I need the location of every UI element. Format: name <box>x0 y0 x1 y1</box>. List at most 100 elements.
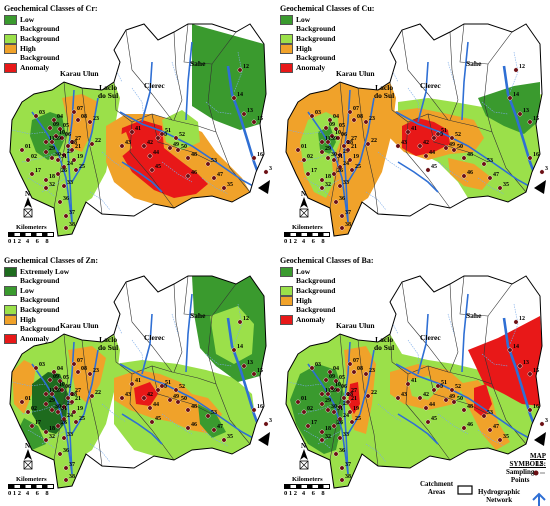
sampling-point <box>309 113 315 119</box>
sampling-point-label: 12 <box>519 316 525 322</box>
catchment-boundary <box>459 24 513 65</box>
river-line <box>31 111 73 223</box>
scale-ticks: 0 1 2 4 6 8 <box>284 238 325 245</box>
stream-line <box>407 87 421 119</box>
sampling-point <box>539 421 545 427</box>
sampling-point-label: 05 <box>63 375 69 381</box>
sampling-point <box>337 183 343 189</box>
sampling-point-label: 25 <box>355 164 361 170</box>
sampling-point-label: 04 <box>57 114 63 120</box>
sampling-point <box>337 152 343 158</box>
sampling-point-label: 43 <box>125 140 131 146</box>
stream-line <box>303 429 331 449</box>
sampling-point <box>263 169 269 175</box>
legend-cu: Geochemical Classes of Cu: Low Background… <box>280 4 374 73</box>
sampling-point-label: 28 <box>347 392 353 398</box>
north-arrow-icon: N <box>294 440 314 470</box>
river-line <box>121 161 163 193</box>
legend-label: Low Background <box>20 14 60 34</box>
sampling-point <box>53 385 59 391</box>
sampling-point <box>461 425 467 431</box>
sampling-point <box>167 145 173 151</box>
sampling-point <box>43 401 49 407</box>
sampling-point-label: 11 <box>49 388 55 394</box>
legend-swatch <box>280 14 293 25</box>
sampling-point <box>431 387 437 393</box>
sampling-point <box>159 131 165 137</box>
sampling-point <box>49 391 55 397</box>
legend-item: Background <box>4 33 98 44</box>
sampling-point <box>329 133 335 139</box>
sampling-point <box>61 416 67 422</box>
sampling-point <box>349 167 355 173</box>
scale-ticks: 0 1 2 4 6 8 <box>8 238 49 245</box>
catchment-boundary <box>183 24 237 65</box>
catchment-boundary <box>329 333 345 461</box>
catchment-boundary <box>447 371 493 385</box>
sampling-point <box>59 387 65 393</box>
legend-label: Low Background <box>20 285 60 305</box>
sampling-point <box>323 125 329 131</box>
legend-item: Extremely Low Background <box>4 266 98 286</box>
map-panel-cu: 01 02 03 04 05 06 07 08 09 10 11 12 13 14 15 16 17 18 19 20… <box>278 2 548 252</box>
place-label-laclo-do-sul: Laclo do Sul <box>98 335 119 352</box>
sampling-point-label: 35 <box>503 182 509 188</box>
class-zone <box>120 120 208 198</box>
sampling-point-label: 08 <box>81 114 87 120</box>
sampling-point-label: 17 <box>35 168 41 174</box>
sampling-point <box>129 381 135 387</box>
sampling-point-label: 29 <box>49 146 55 152</box>
stream-line <box>365 191 387 211</box>
sampling-point-label: 47 <box>493 172 499 178</box>
sampling-point <box>147 153 153 159</box>
stream-line <box>11 381 47 387</box>
sampling-point-label: 23 <box>93 368 99 374</box>
river-line <box>347 97 375 183</box>
sampling-point <box>337 416 343 422</box>
study-area-outline <box>285 275 543 489</box>
outlet-marker <box>258 180 270 194</box>
place-label-clerec: Clerec <box>420 81 441 90</box>
sampling-point-label: 05 <box>339 123 345 129</box>
stream-line <box>171 313 179 335</box>
sampling-point <box>53 133 59 139</box>
sampling-point <box>481 413 487 419</box>
sampling-point-label: 53 <box>211 158 217 164</box>
sampling-point-label: 42 <box>423 392 429 398</box>
sampling-point-label: 48 <box>467 404 473 410</box>
place-label-laclo-do-sul: Laclo do Sul <box>98 83 119 100</box>
sampling-point-label: 19 <box>77 406 83 412</box>
sampling-point-label: 30 <box>55 404 61 410</box>
sampling-point-label: 39 <box>331 388 337 394</box>
sampling-point-label: 26 <box>337 168 343 174</box>
sampling-point-label: 21 <box>75 396 81 402</box>
sampling-point <box>71 109 77 115</box>
place-label-clerec: Clerec <box>144 81 165 90</box>
legend-label: High Background <box>296 43 336 63</box>
sampling-point-label: 38 <box>69 474 75 480</box>
sampling-point-label: 19 <box>353 406 359 412</box>
sampling-point <box>339 477 345 483</box>
sampling-point-label: 53 <box>487 158 493 164</box>
sampling-point-label: 02 <box>307 154 313 160</box>
sampling-points-label: Sampling Points <box>506 468 535 484</box>
sampling-point <box>49 407 55 413</box>
sampling-point <box>71 361 77 367</box>
sampling-point <box>167 397 173 403</box>
sampling-point <box>339 213 345 219</box>
sampling-point <box>43 149 49 155</box>
stream-line <box>131 339 145 371</box>
sampling-point <box>43 185 49 191</box>
sampling-point-label: 32 <box>325 182 331 188</box>
sampling-point <box>365 393 371 399</box>
legend-label: Background <box>20 304 60 314</box>
sampling-point <box>345 399 351 405</box>
sampling-point-label: 27 <box>351 136 357 142</box>
sampling-point-label: 44 <box>429 402 435 408</box>
legend-label: Low Background <box>296 14 336 34</box>
sampling-point-label: 08 <box>357 366 363 372</box>
place-label-sahe: Sahe <box>190 311 206 320</box>
sampling-point <box>173 387 179 393</box>
catchment-boundary <box>173 283 183 373</box>
stream-line <box>21 151 59 163</box>
